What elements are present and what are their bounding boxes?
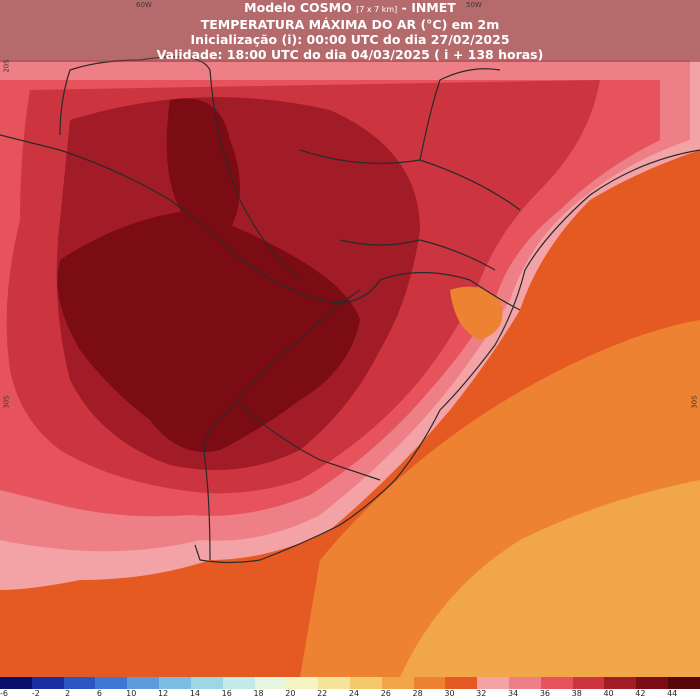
legend-label: 34 xyxy=(507,689,519,698)
ocean-26-region xyxy=(380,450,700,677)
gridlabel-50w: 50W xyxy=(466,1,482,9)
gridlabel-20s: 20S xyxy=(2,59,11,73)
legend-label: 14 xyxy=(189,689,200,698)
gridlabel-60w: 60W xyxy=(136,1,152,9)
legend-swatch xyxy=(572,677,605,689)
title-line-3: Inicialização (i): 00:00 UTC do dia 27/0… xyxy=(190,32,510,47)
legend-label: 32 xyxy=(476,689,487,698)
legend-label: 24 xyxy=(348,689,360,698)
legend-label: 38 xyxy=(571,689,582,698)
legend-swatch xyxy=(668,677,700,689)
gridlabel-30s-left: 30S xyxy=(2,395,11,409)
map-title-panel: Modelo COSMO [7 x 7 km] - INMET TEMPERAT… xyxy=(0,0,700,62)
legend-swatch xyxy=(477,677,509,689)
legend-swatch xyxy=(0,677,32,689)
legend-label: 20 xyxy=(285,689,296,698)
legend-label: 30 xyxy=(444,689,455,698)
legend-label: 28 xyxy=(412,689,423,698)
legend-swatch xyxy=(127,677,160,689)
title-line-1: Modelo COSMO [7 x 7 km] - INMET xyxy=(0,0,700,17)
model-resolution: [7 x 7 km] xyxy=(356,5,398,14)
legend-label: 18 xyxy=(253,689,264,698)
legend-label: 40 xyxy=(603,689,614,698)
legend-swatch xyxy=(318,677,350,689)
legend-swatch xyxy=(509,677,541,689)
legend-swatch xyxy=(349,677,382,689)
land-42-region xyxy=(57,210,360,452)
temperature-map xyxy=(0,0,700,677)
legend-swatch xyxy=(381,677,414,689)
legend-swatch xyxy=(445,677,478,689)
land-42-region-north xyxy=(166,98,240,233)
model-name: Modelo COSMO xyxy=(244,0,352,15)
legend-swatch xyxy=(636,677,669,689)
legend-label: 6 xyxy=(96,689,102,698)
legend-label: -6 xyxy=(0,689,8,698)
gridlabel-30s-right: 30S xyxy=(690,395,699,409)
legend-swatch xyxy=(604,677,637,689)
title-line-2: TEMPERATURA MÁXIMA DO AR (°C) em 2m xyxy=(200,17,500,32)
legend-swatches xyxy=(0,677,700,689)
legend-label: 22 xyxy=(317,689,328,698)
model-org: - INMET xyxy=(401,0,456,15)
color-legend: -6 -2 2 6 10 12 14 16 18 20 22 24 26 28 30 32 34 36 38 40 42… xyxy=(0,677,700,699)
legend-swatch xyxy=(540,677,573,689)
legend-label: 36 xyxy=(539,689,550,698)
legend-swatch xyxy=(222,677,255,689)
legend-swatch xyxy=(190,677,223,689)
legend-swatch xyxy=(413,677,446,689)
title-line-4: Validade: 18:00 UTC do dia 04/03/2025 ( … xyxy=(156,47,544,62)
legend-label: 2 xyxy=(65,689,71,698)
legend-swatch xyxy=(63,677,96,689)
legend-swatch xyxy=(254,677,287,689)
legend-swatch xyxy=(95,677,128,689)
legend-labels: -6 -2 2 6 10 12 14 16 18 20 22 24 26 28 30 32 34 36 38 40 42… xyxy=(0,689,700,699)
legend-label: 26 xyxy=(380,689,391,698)
legend-label: 42 xyxy=(635,689,646,698)
legend-label: 16 xyxy=(221,689,232,698)
legend-swatch xyxy=(159,677,191,689)
legend-label: 44 xyxy=(667,689,678,698)
legend-swatch xyxy=(31,677,64,689)
borders xyxy=(0,56,700,564)
legend-swatch xyxy=(286,677,319,689)
ocean-28-region xyxy=(300,320,700,677)
legend-label: 12 xyxy=(157,689,169,698)
legend-label: -2 xyxy=(31,689,40,698)
ocean-32-patch xyxy=(450,286,503,340)
legend-label: 10 xyxy=(126,689,137,698)
